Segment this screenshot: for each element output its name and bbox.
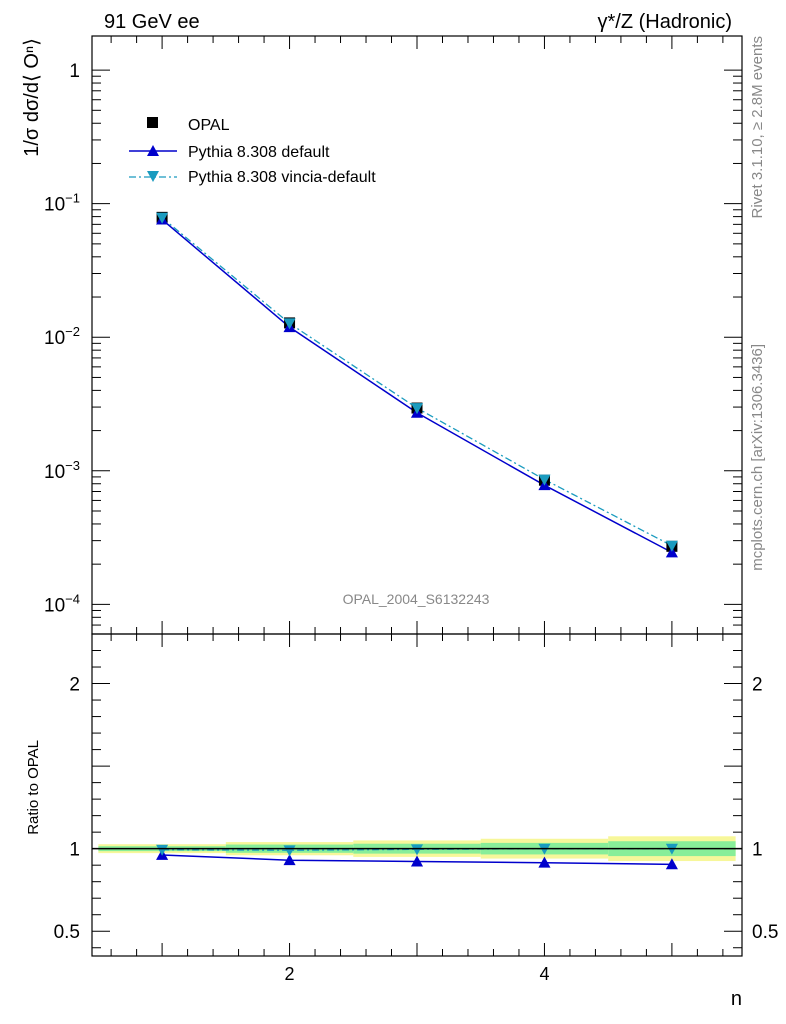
main-point-vincia-2 [283, 318, 296, 330]
ratio-point-pythia-default-4 [538, 856, 551, 868]
main-y-tick-label-1: 1 [69, 61, 80, 82]
xlabel: n [731, 988, 742, 1010]
ratio-point-pythia-default-3 [410, 855, 424, 867]
ratio-point-pythia-default-2 [283, 854, 296, 866]
x-tick-label-2: 4 [539, 964, 549, 984]
main-line-pythia-default [161, 219, 673, 554]
analysis-watermark: OPAL_2004_S6132243 [343, 591, 490, 607]
ratio-point-pythia-default-5 [665, 858, 678, 870]
main-y-tick-label-4: 10−3 [44, 458, 80, 483]
legend-default-label: Pythia 8.308 default [188, 144, 330, 161]
ratio-point-vincia-3 [410, 844, 424, 856]
main-y-tick-label-5: 10−4 [44, 591, 80, 616]
rivet-version: Rivet 3.1.10, ≥ 2.8M events [749, 36, 766, 219]
ratio-point-vincia-1 [156, 844, 169, 856]
main-point-pythia-default-5 [665, 546, 678, 558]
ratio-y-tick-label-right-3: 0.5 [752, 922, 778, 943]
legend-vincia-marker [147, 171, 159, 182]
x-tick-label-1: 2 [285, 964, 295, 984]
series-markers [156, 211, 678, 870]
main-y-tick-label-3: 10−2 [44, 324, 80, 349]
main-point-vincia-3 [410, 403, 424, 415]
main-line-vincia [161, 217, 673, 547]
main-ylabel: 1/σ dσ/d⟨ Oⁿ⟩ [21, 38, 43, 157]
main-point-vincia-1 [156, 212, 169, 224]
legend: OPAL Pythia 8.308 default Pythia 8.308 v… [129, 117, 376, 186]
main-y-tick-label-2: 10−1 [44, 191, 80, 216]
series-lines [161, 217, 673, 866]
legend-vincia-label: Pythia 8.308 vincia-default [188, 169, 376, 186]
header-left: 91 GeV ee [104, 11, 200, 33]
mcplots-credit: mcplots.cern.ch [arXiv:1306.3436] [749, 344, 766, 571]
ratio-y-tick-label-left-3: 0.5 [54, 922, 80, 943]
header-right: γ*/Z (Hadronic) [598, 11, 732, 33]
ratio-y-tick-label-left-1: 2 [69, 675, 80, 696]
main-point-vincia-5 [665, 540, 678, 552]
tick-labels: 2 4 1 10−1 10−2 10−3 10−4 2 2 1 1 0.5 0.5 [44, 61, 778, 984]
legend-opal-label: OPAL [188, 117, 230, 134]
ratio-y-tick-label-left-2: 1 [69, 840, 80, 861]
legend-default-marker [147, 145, 159, 156]
axes [91, 35, 743, 957]
ratio-y-tick-label-right-1: 2 [752, 675, 763, 696]
ratio-frame [91, 633, 743, 957]
ratio-y-tick-label-right-2: 1 [752, 840, 763, 861]
main-point-vincia-4 [538, 474, 551, 486]
ratio-ylabel: Ratio to OPAL [25, 740, 42, 835]
legend-opal-marker [147, 117, 158, 128]
